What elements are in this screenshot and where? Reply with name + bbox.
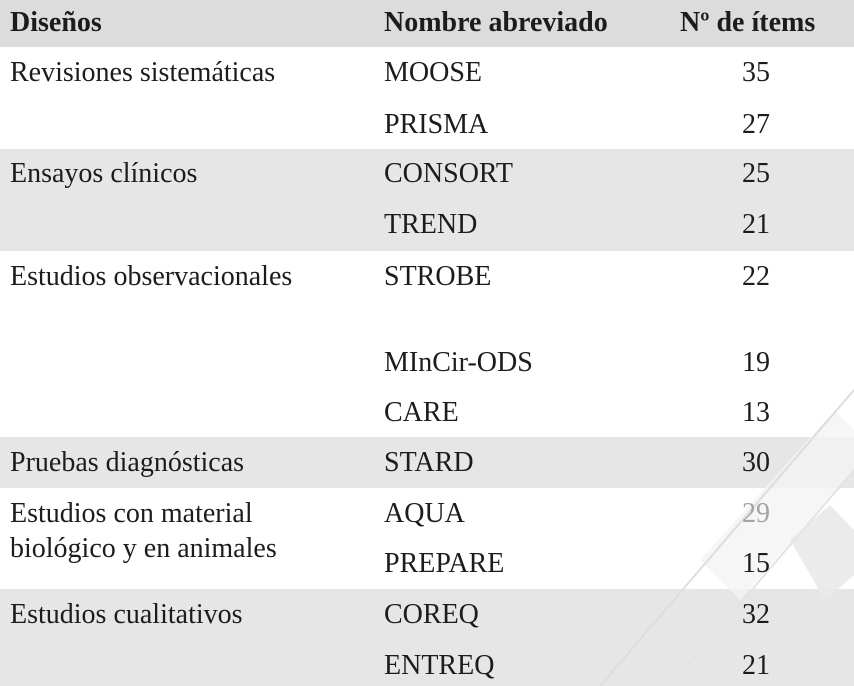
item-count: 13 [742, 397, 770, 428]
guideline-name: ENTREQ [384, 650, 495, 681]
item-count: 15 [742, 548, 770, 579]
design-label: Ensayos clínicos [10, 158, 198, 189]
guideline-name: CONSORT [384, 158, 514, 189]
item-count: 21 [742, 209, 770, 240]
row-band-ensayos [0, 149, 854, 251]
guideline-name: PRISMA [384, 109, 489, 140]
item-count: 21 [742, 650, 770, 681]
item-count: 32 [742, 599, 770, 630]
design-label: Estudios observacionales [10, 261, 293, 292]
guideline-name: CARE [384, 397, 459, 428]
header-row-background [0, 0, 854, 47]
item-count: 29 [742, 498, 770, 529]
design-label: Estudios con material [10, 498, 253, 529]
item-count: 25 [742, 158, 770, 189]
guideline-name: STROBE [384, 261, 492, 292]
guideline-name: STARD [384, 447, 474, 478]
guideline-name: MOOSE [384, 57, 483, 88]
guideline-name: AQUA [384, 498, 465, 529]
guideline-name: COREQ [384, 599, 479, 630]
item-count: 35 [742, 57, 770, 88]
header-design: Diseños [10, 7, 102, 38]
guideline-name: TREND [384, 209, 478, 240]
item-count: 30 [742, 447, 770, 478]
item-count: 19 [742, 347, 770, 378]
item-count: 22 [742, 261, 770, 292]
header-abbrev: Nombre abreviado [384, 7, 608, 38]
design-label: biológico y en animales [10, 533, 277, 564]
design-label: Revisiones sistemáticas [10, 57, 276, 88]
item-count: 27 [742, 109, 770, 140]
guideline-name: PREPARE [384, 548, 505, 579]
design-label: Pruebas diagnósticas [10, 447, 245, 478]
design-label: Estudios cualitativos [10, 599, 243, 630]
header-items: Nº de ítems [680, 7, 816, 38]
guideline-name: MInCir-ODS [384, 347, 533, 378]
